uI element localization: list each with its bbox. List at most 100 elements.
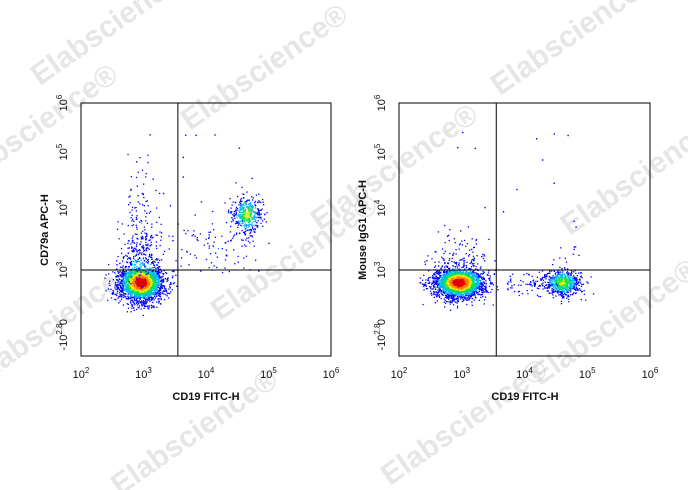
event-dot bbox=[197, 239, 199, 242]
event-dot bbox=[251, 177, 253, 180]
event-dot bbox=[205, 258, 208, 261]
event-dot bbox=[148, 254, 151, 256]
event-dot bbox=[117, 284, 120, 286]
event-dot bbox=[472, 251, 474, 253]
event-dot bbox=[145, 258, 147, 260]
event-dot bbox=[126, 258, 129, 260]
event-dot bbox=[485, 286, 487, 288]
event-dot bbox=[255, 224, 257, 227]
event-dot bbox=[143, 285, 145, 287]
event-dot bbox=[144, 295, 146, 298]
event-dot bbox=[129, 300, 132, 302]
event-dot bbox=[150, 270, 152, 272]
event-dot bbox=[152, 272, 154, 274]
event-dot bbox=[153, 295, 155, 298]
watermark-text: Elabscience® bbox=[175, 0, 354, 137]
event-dot bbox=[137, 293, 140, 295]
event-dot bbox=[454, 298, 456, 301]
event-dot bbox=[147, 260, 150, 263]
event-dot bbox=[161, 284, 163, 286]
event-dot bbox=[172, 275, 174, 277]
event-dot bbox=[245, 215, 247, 217]
event-dot bbox=[125, 296, 127, 298]
event-dot bbox=[488, 278, 490, 280]
event-dot bbox=[147, 294, 149, 296]
event-dot bbox=[465, 253, 467, 255]
event-dot bbox=[250, 228, 252, 231]
event-dot bbox=[138, 249, 141, 251]
event-dot bbox=[157, 261, 159, 264]
event-dot bbox=[142, 302, 145, 305]
event-dot bbox=[128, 276, 130, 278]
event-dot bbox=[131, 209, 133, 211]
event-dot bbox=[121, 296, 123, 298]
event-dot bbox=[146, 234, 148, 236]
event-dot bbox=[146, 305, 148, 307]
event-dot bbox=[135, 285, 137, 287]
event-dot bbox=[120, 290, 123, 292]
event-dot bbox=[231, 211, 233, 213]
event-dot bbox=[469, 249, 471, 251]
event-dot bbox=[136, 300, 138, 302]
event-dot bbox=[255, 211, 257, 214]
event-dot bbox=[134, 275, 136, 277]
event-dot bbox=[260, 201, 262, 203]
event-dot bbox=[140, 294, 142, 296]
event-dot bbox=[476, 276, 478, 278]
event-dot bbox=[131, 247, 133, 249]
event-dot bbox=[108, 263, 110, 266]
event-dot bbox=[150, 278, 152, 280]
event-dot bbox=[150, 290, 152, 292]
event-dot bbox=[150, 234, 153, 236]
event-dot bbox=[149, 239, 151, 241]
event-dot bbox=[163, 281, 165, 283]
event-dot bbox=[172, 282, 174, 285]
event-dot bbox=[148, 271, 150, 273]
event-dot bbox=[159, 294, 162, 296]
event-dot bbox=[155, 258, 157, 261]
event-dot bbox=[133, 261, 135, 263]
event-dot bbox=[135, 261, 137, 263]
event-dot bbox=[148, 272, 150, 274]
event-dot bbox=[148, 308, 150, 310]
event-dot bbox=[131, 272, 133, 274]
event-dot bbox=[117, 228, 119, 230]
event-dot bbox=[142, 279, 144, 281]
event-dot bbox=[145, 290, 147, 293]
event-dot bbox=[135, 271, 138, 273]
event-dot bbox=[455, 288, 457, 290]
event-dot bbox=[131, 286, 133, 288]
event-dot bbox=[149, 281, 151, 284]
event-dot bbox=[143, 295, 145, 297]
event-dot bbox=[157, 268, 160, 270]
event-dot bbox=[254, 205, 257, 207]
event-dot bbox=[433, 293, 435, 295]
event-dot bbox=[141, 270, 143, 272]
event-dot bbox=[451, 302, 453, 304]
event-dot bbox=[115, 281, 117, 284]
event-dot bbox=[136, 233, 138, 235]
event-dot bbox=[165, 293, 167, 296]
event-dot bbox=[158, 295, 161, 297]
event-dot bbox=[154, 278, 157, 280]
event-dot bbox=[475, 286, 478, 288]
event-dot bbox=[140, 297, 142, 299]
event-dot bbox=[230, 212, 232, 214]
event-dot bbox=[456, 265, 458, 267]
event-dot bbox=[200, 270, 202, 272]
event-dot bbox=[434, 281, 437, 283]
event-dot bbox=[123, 296, 125, 298]
event-dot bbox=[143, 263, 145, 265]
event-dot bbox=[136, 291, 138, 293]
event-dot bbox=[143, 275, 145, 278]
event-dot bbox=[140, 281, 142, 283]
event-dot bbox=[221, 271, 224, 274]
event-dot bbox=[251, 206, 253, 208]
event-dot bbox=[132, 250, 135, 252]
event-dot bbox=[424, 284, 426, 286]
event-dot bbox=[126, 303, 128, 305]
event-dot bbox=[496, 286, 499, 288]
event-dot bbox=[145, 241, 147, 244]
event-dot bbox=[472, 274, 474, 276]
event-dot bbox=[145, 302, 147, 304]
